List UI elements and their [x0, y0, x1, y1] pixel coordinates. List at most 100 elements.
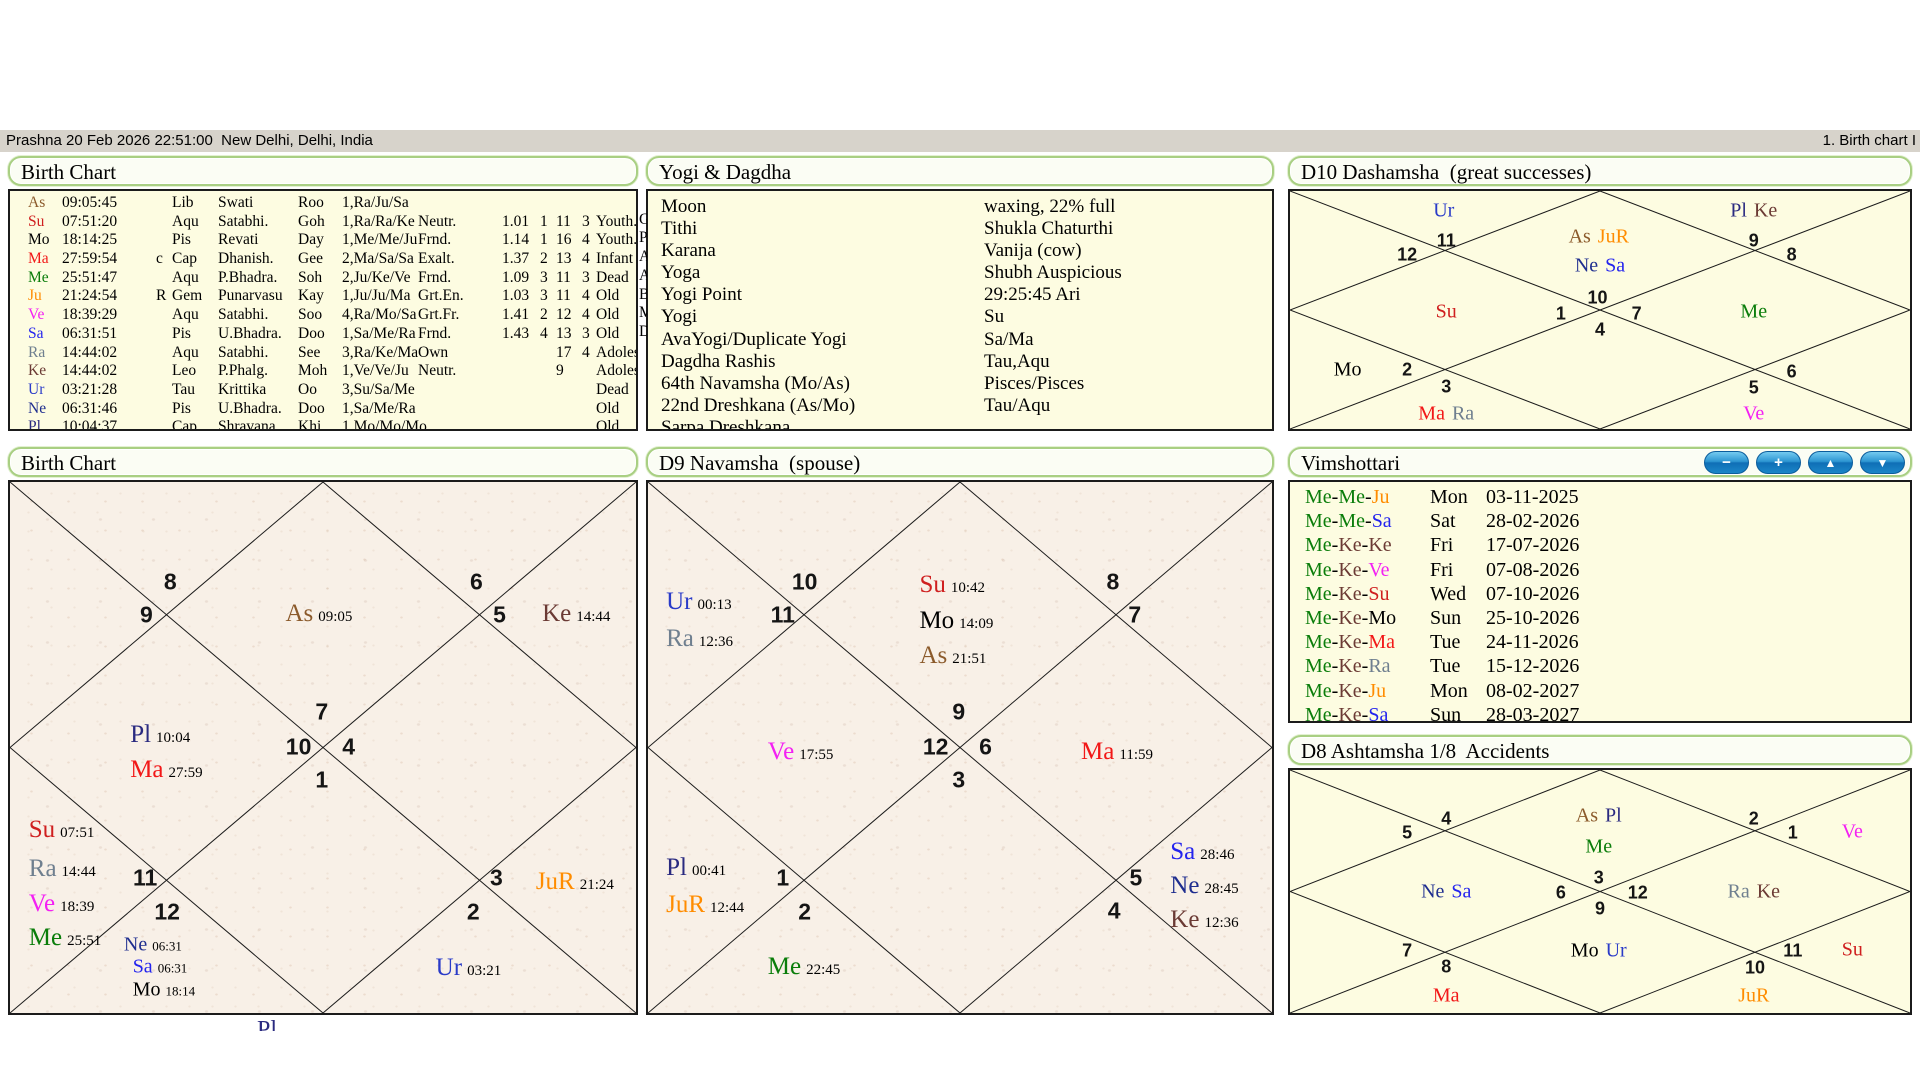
- cell-dignity: Frnd.: [418, 231, 452, 249]
- north-indian-chart: Ur 00:13 Ra 12:36 10 11 Su 10:42 Mo 14:09 As 21:51 8…: [648, 482, 1272, 1013]
- dasha-row[interactable]: Me-Ke-Ke Fri 17-07-2026: [1290, 534, 1910, 558]
- planet-abbrev: Su: [919, 571, 946, 598]
- dasha-row[interactable]: Me-Ke-Sa Sun 28-03-2027: [1290, 703, 1910, 723]
- cell-pada-lords: 1,Ju/Ju/Ma: [342, 287, 411, 305]
- planet-label: Me 22:45: [768, 953, 841, 981]
- cell-avastha: Youth.: [596, 231, 638, 249]
- dasha-lord: Ke: [1338, 606, 1362, 629]
- house-number: 6: [469, 568, 483, 595]
- dasha-row[interactable]: Me-Ke-Ma Tue 24-11-2026: [1290, 631, 1910, 655]
- planet-abbrev: Ma: [1081, 738, 1115, 766]
- planet-abbrev: Ne: [123, 933, 148, 956]
- dasha-list: Me-Me-Ju Mon 03-11-2025 Me-Me-Sa Sat 28-02-20…: [1288, 480, 1912, 723]
- planet-abbrev: Sa: [1451, 880, 1472, 902]
- dasha-row[interactable]: Me-Ke-Mo Sun 25-10-2026: [1290, 607, 1910, 631]
- planet-label: Ra 12:36: [666, 625, 733, 653]
- planet-abbrev: Ke: [1753, 199, 1778, 222]
- dasha-lord: Ke: [1338, 679, 1362, 702]
- yogi-label: Yogi: [661, 306, 698, 328]
- chart-lines: [10, 482, 636, 1013]
- cell-nakshatra: U.Bhadra.: [218, 324, 282, 342]
- planet-label: Ma: [1433, 984, 1460, 1007]
- planet-abbrev: Me: [1585, 835, 1613, 858]
- house-number: 11: [1436, 230, 1456, 251]
- yogi-value: Tau/Aqu: [984, 394, 1051, 416]
- cell-longitude: 21:24:54: [62, 287, 118, 305]
- cell-syllable: Doo: [298, 324, 325, 342]
- dasha-row[interactable]: Me-Ke-Su Wed 07-10-2026: [1290, 583, 1910, 607]
- cell-nakshatra: P.Phalg.: [218, 362, 268, 380]
- down-button[interactable]: ▼: [1860, 451, 1905, 474]
- cell-longitude: 10:04:37: [62, 418, 118, 431]
- cell-dignity: Neutr.: [418, 362, 457, 380]
- panel-title: Birth Chart: [21, 451, 117, 475]
- dash-separator: -: [1331, 655, 1339, 678]
- yogi-row: Yoga Shubh Auspicious: [648, 262, 1272, 284]
- cell-sign: Leo: [172, 362, 197, 380]
- dasha-weekday: Sat: [1430, 510, 1456, 533]
- house-number: 7: [315, 698, 329, 725]
- house-number: 12: [922, 733, 949, 760]
- cell-n1: 1: [540, 231, 548, 249]
- cell-avastha: Dead: [596, 268, 629, 286]
- cell-nakshatra: Satabhi.: [218, 306, 269, 324]
- planet-abbrev: Su: [1435, 300, 1457, 323]
- dasha-lord: Me: [1305, 582, 1332, 605]
- cell-planet: Ma: [28, 250, 49, 268]
- karaka-letter: M: [639, 304, 647, 322]
- dasha-lord: Ra: [1368, 655, 1391, 678]
- dasha-row[interactable]: Me-Me-Ju Mon 03-11-2025: [1290, 486, 1910, 510]
- house-number: 6: [979, 733, 992, 760]
- planet-abbrev: Ra: [666, 625, 694, 653]
- cell-pada-lords: 1,Me/Me/Ju: [342, 231, 418, 249]
- yogi-value: waxing, 22% full: [984, 196, 1116, 217]
- dasha-lord: Me: [1305, 703, 1332, 723]
- yogi-row: 22nd Dreshkana (As/Mo) Tau/Aqu: [648, 395, 1272, 417]
- cell-n3: 3: [582, 268, 590, 286]
- plus-button[interactable]: +: [1756, 451, 1801, 474]
- dasha-lord: Sa: [1371, 510, 1392, 533]
- planet-degree: 12:44: [710, 900, 745, 917]
- planet-degree: 06:31: [152, 938, 182, 954]
- dasha-row[interactable]: Me-Ke-Ju Mon 08-02-2027: [1290, 680, 1910, 704]
- house-number: 4: [1594, 319, 1606, 340]
- dasha-row[interactable]: Me-Ke-Ve Fri 07-08-2026: [1290, 559, 1910, 583]
- planet-degree: 09:05: [318, 608, 353, 625]
- dasha-weekday: Fri: [1430, 534, 1454, 557]
- cell-avastha: Dead: [596, 380, 629, 398]
- planet-abbrev: Mo: [132, 978, 161, 1001]
- planet-abbrev: Ke: [1170, 906, 1200, 934]
- planet-abbrev: Ur: [1605, 939, 1627, 962]
- dasha-row[interactable]: Me-Me-Sa Sat 28-02-2026: [1290, 510, 1910, 534]
- dasha-toolbar: − + ▲ ▼: [1704, 451, 1905, 474]
- dasha-weekday: Sun: [1430, 703, 1462, 723]
- dash-separator: -: [1331, 534, 1339, 557]
- planet-row: Su 07:51:20 Aqu Satabhi. Goh 1,Ra/Ra/Ke Neutr.…: [10, 212, 636, 232]
- planet-label: Ke 12:36: [1170, 906, 1238, 934]
- planet-degree: 10:42: [950, 580, 986, 596]
- planet-label: Ur 03:21: [436, 954, 502, 982]
- planet-degree: 14:44: [576, 608, 611, 625]
- minus-button[interactable]: −: [1704, 451, 1749, 474]
- house-number: 5: [1748, 377, 1759, 398]
- yogi-value: Pisces/Pisces: [984, 372, 1085, 394]
- dash-separator: -: [1361, 582, 1369, 605]
- dasha-row[interactable]: Me-Ke-Ra Tue 15-12-2026: [1290, 655, 1910, 679]
- down-arrow-icon: ▼: [1876, 455, 1889, 470]
- up-button[interactable]: ▲: [1808, 451, 1853, 474]
- cell-n2: 17: [556, 343, 572, 361]
- dash-separator: -: [1331, 606, 1339, 629]
- planet-abbrev: As: [919, 641, 948, 669]
- planet-label: As JuR: [1569, 225, 1629, 248]
- house-number: 2: [798, 898, 812, 925]
- dash-separator: -: [1361, 631, 1369, 654]
- panel-header: Birth Chart: [8, 447, 638, 477]
- house-number: 12: [1627, 882, 1648, 903]
- plus-icon: +: [1774, 454, 1783, 471]
- planet-degree: 14:44: [61, 863, 96, 880]
- cell-planet: Su: [28, 212, 45, 230]
- cell-n1: 2: [540, 306, 548, 324]
- panel-header: Birth Chart: [8, 156, 638, 186]
- dash-separator: -: [1331, 582, 1339, 605]
- cell-sign: Aqu: [172, 268, 199, 286]
